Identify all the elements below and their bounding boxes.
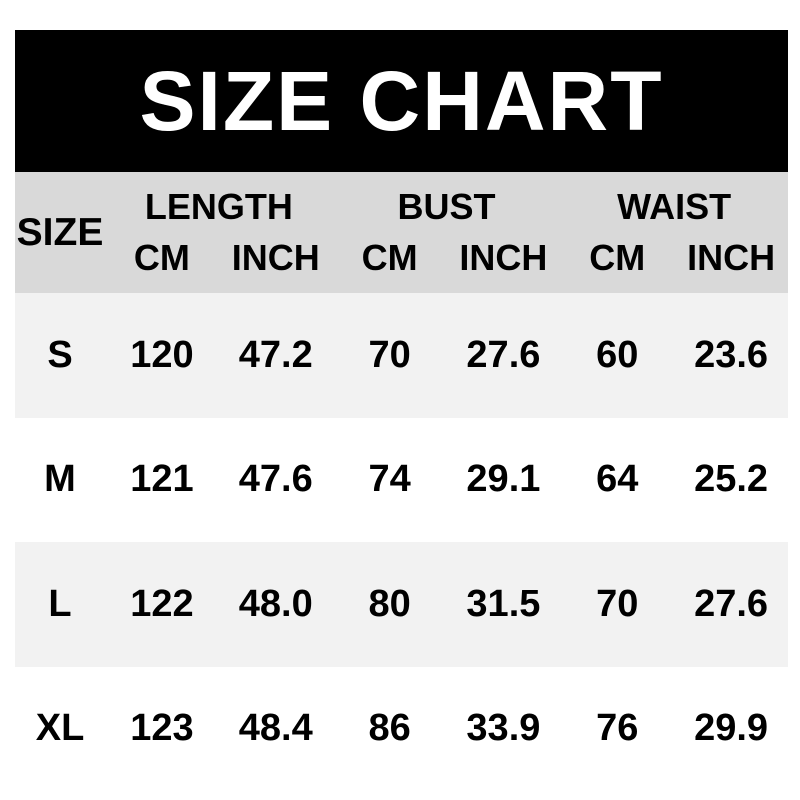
row-l-bust-inch: 31.5 xyxy=(466,582,541,625)
column-group-length: LENGTH xyxy=(144,186,293,227)
row-l-length-cm: 122 xyxy=(130,582,194,625)
row-xl-waist-inch: 29.9 xyxy=(694,707,769,750)
row-s-bust-cm: 70 xyxy=(368,333,411,376)
row-m-waist-cm: 64 xyxy=(596,458,639,501)
row-s-length-inch: 47.2 xyxy=(238,333,313,376)
row-s-size-label: S xyxy=(47,333,73,376)
row-s-waist-inch: 23.6 xyxy=(694,333,769,376)
row-xl-size-label: XL xyxy=(35,707,85,750)
row-l-bust-cm: 80 xyxy=(368,582,411,625)
unit-header-waist-cm: CM xyxy=(589,236,646,278)
unit-header-length-inch: INCH xyxy=(231,236,320,278)
row-m-waist-inch: 25.2 xyxy=(694,458,769,501)
table-header: SIZE LENGTH BUST WAIST CM INCH CM INCH C… xyxy=(15,172,788,293)
row-xl-bust-inch: 33.9 xyxy=(466,707,541,750)
unit-header-bust-inch: INCH xyxy=(459,236,548,278)
row-l-waist-cm: 70 xyxy=(596,582,639,625)
row-l-waist-inch: 27.6 xyxy=(694,582,769,625)
row-m-bust-inch: 29.1 xyxy=(466,458,541,501)
row-l-size-label: L xyxy=(48,582,72,625)
size-chart-title-bar: SIZE CHART xyxy=(15,30,788,172)
row-xl-bust-cm: 86 xyxy=(368,707,411,750)
row-m-length-inch: 47.6 xyxy=(238,458,313,501)
row-m-length-cm: 121 xyxy=(130,458,194,501)
row-s-length-cm: 120 xyxy=(130,333,194,376)
unit-header-waist-inch: INCH xyxy=(687,236,776,278)
row-m-size-label: M xyxy=(44,458,76,501)
table-row-xl: XL 123 48.4 86 33.9 76 29.9 xyxy=(15,666,788,791)
unit-header-length-cm: CM xyxy=(133,236,190,278)
row-m-bust-cm: 74 xyxy=(368,458,411,501)
row-xl-length-inch: 48.4 xyxy=(238,707,313,750)
row-l-length-inch: 48.0 xyxy=(238,582,313,625)
row-xl-length-cm: 123 xyxy=(130,707,194,750)
size-chart: SIZE CHART SIZE LENGTH BUST WAIST CM INC… xyxy=(15,30,788,791)
row-s-bust-inch: 27.6 xyxy=(466,333,541,376)
table-row-l: L 122 48.0 80 31.5 70 27.6 xyxy=(15,542,788,667)
size-chart-title: SIZE CHART xyxy=(139,53,664,148)
column-group-waist: WAIST xyxy=(617,186,732,227)
column-group-bust: BUST xyxy=(397,186,496,227)
table-row-m: M 121 47.6 74 29.1 64 25.2 xyxy=(15,417,788,542)
column-header-size: SIZE xyxy=(16,210,104,254)
row-s-waist-cm: 60 xyxy=(596,333,639,376)
row-xl-waist-cm: 76 xyxy=(596,707,639,750)
table-row-s: S 120 47.2 70 27.6 60 23.6 xyxy=(15,293,788,418)
unit-header-bust-cm: CM xyxy=(361,236,418,278)
